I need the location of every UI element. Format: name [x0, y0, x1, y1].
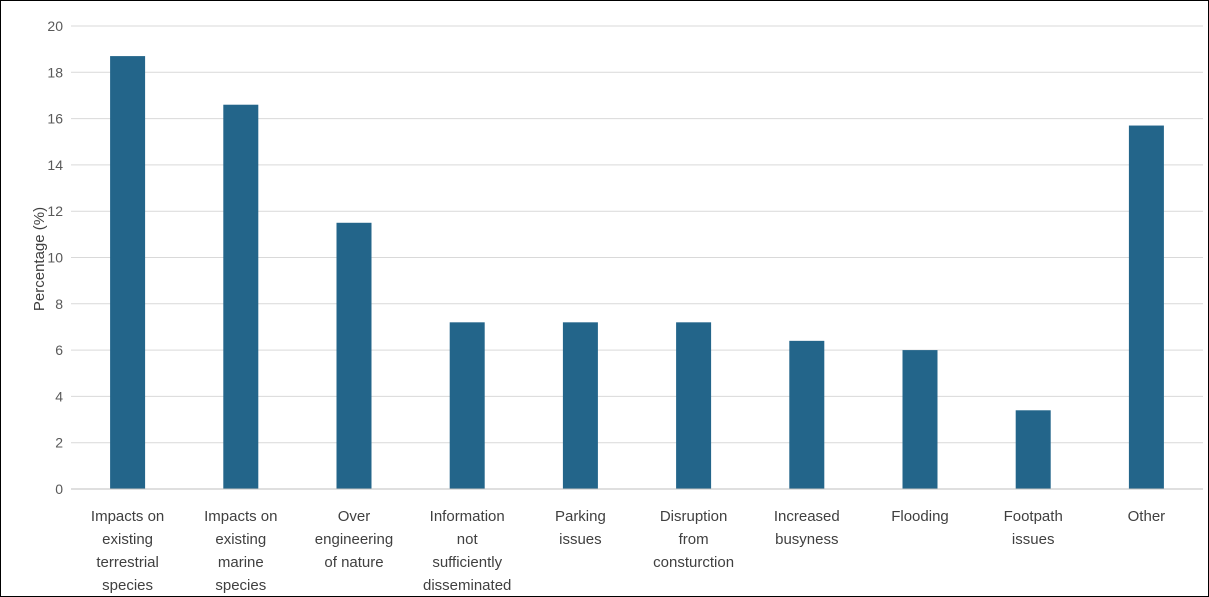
x-tick-label-line: sufficiently — [432, 554, 502, 571]
x-tick-label: Impacts on existing terrestrial species — [91, 508, 164, 594]
x-tick-label-line: marine — [218, 554, 264, 571]
x-tick-label-line: disseminated — [423, 577, 511, 594]
x-tick-label-line: species — [215, 577, 266, 594]
x-tick-label-line: from — [679, 531, 709, 548]
bar — [223, 104, 259, 490]
x-tick-label-line: Parking — [555, 508, 606, 525]
x-tick-label-line: engineering — [315, 531, 393, 548]
x-tick-labels: Impacts on existing terrestrial speciesImpa… — [91, 508, 1165, 594]
x-tick-label: Footpath issues — [1004, 508, 1063, 548]
bar — [1128, 125, 1164, 490]
x-tick-label-line: of nature — [324, 554, 383, 571]
y-tick-label: 8 — [55, 296, 63, 312]
y-tick-label: 0 — [55, 481, 63, 497]
y-tick-label: 12 — [47, 203, 63, 219]
x-tick-label-line: Disruption — [660, 508, 728, 525]
x-tick-label-line: issues — [559, 531, 602, 548]
gridlines — [71, 25, 1203, 444]
x-tick-label-line: Other — [1128, 508, 1166, 525]
x-tick-label-line: busyness — [775, 531, 838, 548]
y-tick-label: 16 — [47, 111, 63, 127]
x-tick-label: Disruption from consturction — [653, 508, 734, 571]
bars — [110, 56, 1164, 490]
x-tick-label: Other — [1128, 508, 1166, 525]
x-tick-label-line: terrestrial — [96, 554, 159, 571]
x-tick-label: Increased busyness — [774, 508, 840, 548]
x-tick-label-line: existing — [102, 531, 153, 548]
y-axis-label: Percentage (%) — [31, 207, 48, 311]
y-tick-label: 20 — [47, 18, 63, 34]
x-tick-label: Over engineering of nature — [315, 508, 393, 571]
bar — [110, 56, 146, 489]
x-tick-label-line: Footpath — [1004, 508, 1063, 525]
x-tick-label: Flooding — [891, 508, 949, 525]
y-tick-label: 18 — [47, 64, 63, 80]
x-tick-label: Impacts on existing marine species — [204, 508, 277, 594]
bar — [789, 340, 825, 489]
x-tick-label: Parking issues — [555, 508, 606, 548]
x-tick-label: Information not sufficiently disseminated — [423, 508, 511, 594]
y-tick-label: 6 — [55, 342, 63, 358]
bar — [562, 322, 598, 489]
bar — [1015, 410, 1051, 489]
y-tick-label: 10 — [47, 250, 63, 266]
y-tick-labels: 0 2 4 6 8 10 12 14 16 18 20 — [47, 18, 63, 497]
x-tick-label-line: Increased — [774, 508, 840, 525]
x-tick-label-line: Impacts on — [204, 508, 277, 525]
x-tick-label-line: issues — [1012, 531, 1055, 548]
x-tick-label-line: not — [457, 531, 479, 548]
y-tick-label: 4 — [55, 388, 63, 404]
bar — [336, 222, 372, 489]
x-tick-label-line: Flooding — [891, 508, 949, 525]
x-tick-label-line: existing — [215, 531, 266, 548]
x-tick-label-line: Impacts on — [91, 508, 164, 525]
bar — [449, 322, 485, 489]
bar — [676, 322, 712, 489]
x-tick-label-line: consturction — [653, 554, 734, 571]
y-tick-label: 14 — [47, 157, 63, 173]
x-tick-label-line: Information — [430, 508, 505, 525]
y-tick-label: 2 — [55, 435, 63, 451]
x-tick-label-line: species — [102, 577, 153, 594]
x-tick-label-line: Over — [338, 508, 371, 525]
bar — [902, 350, 938, 489]
